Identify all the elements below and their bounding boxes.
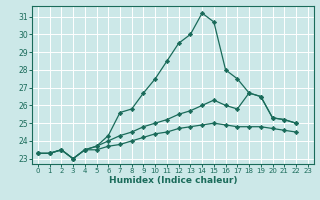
X-axis label: Humidex (Indice chaleur): Humidex (Indice chaleur)	[108, 176, 237, 185]
